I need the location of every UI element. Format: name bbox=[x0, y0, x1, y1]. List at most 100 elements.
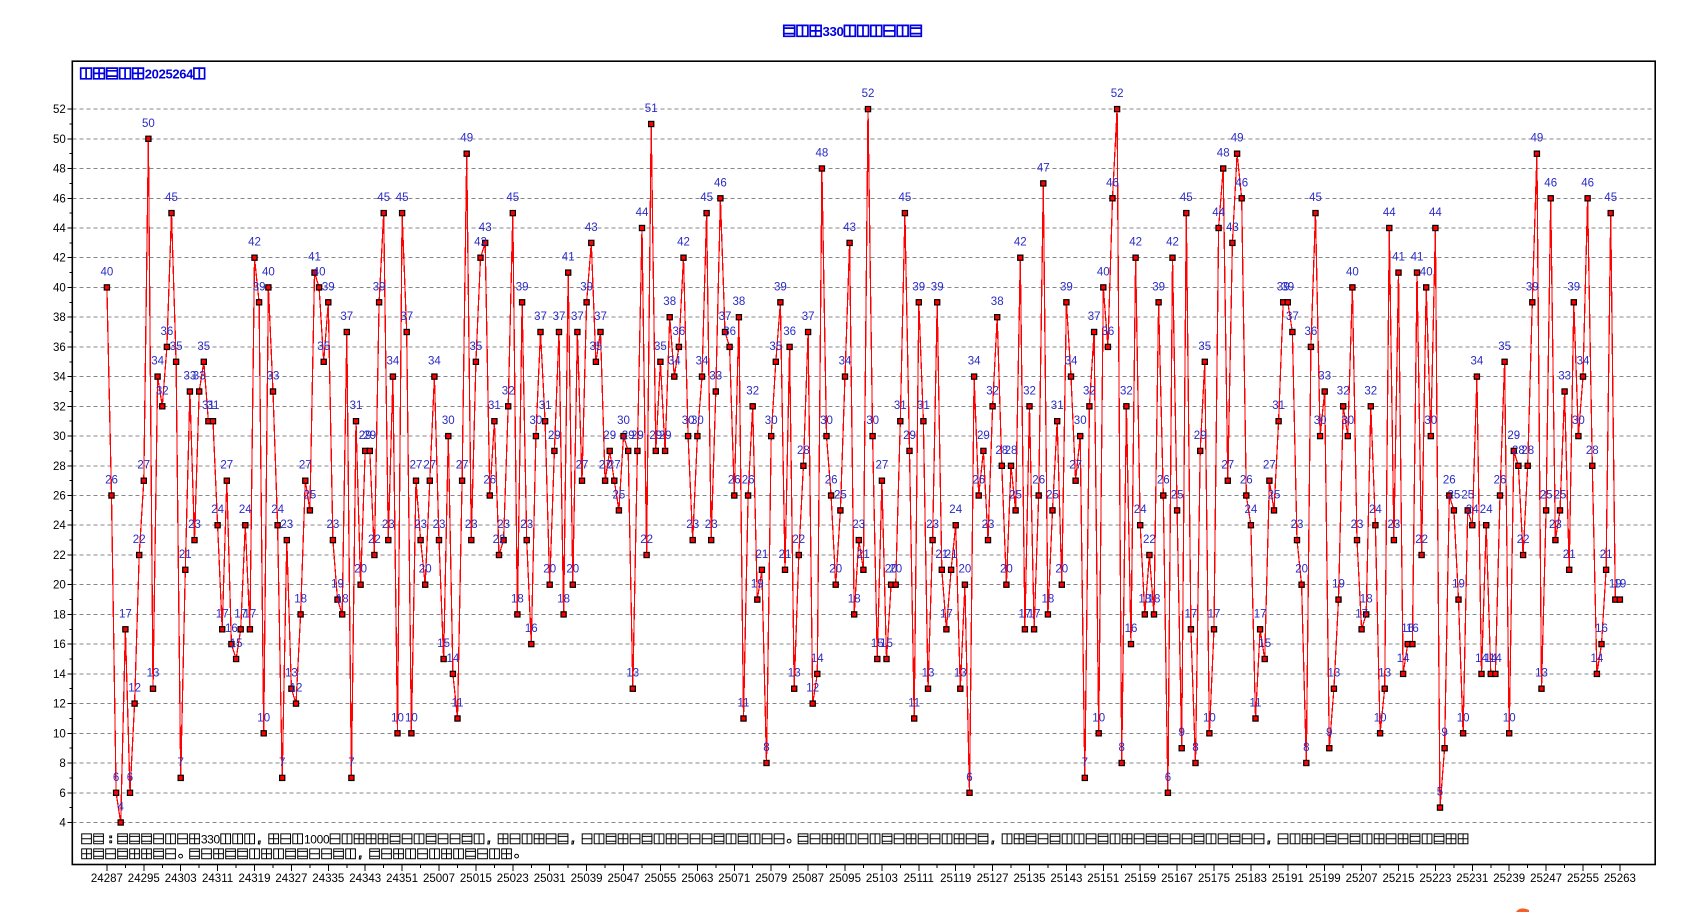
svg-text:13: 13 bbox=[1328, 668, 1341, 680]
svg-text:26: 26 bbox=[53, 491, 66, 503]
svg-text:39: 39 bbox=[774, 281, 787, 293]
svg-text:35: 35 bbox=[1198, 341, 1211, 353]
svg-text:20: 20 bbox=[1295, 564, 1308, 576]
svg-text:17: 17 bbox=[1254, 608, 1267, 620]
svg-text:12: 12 bbox=[128, 683, 141, 695]
svg-text:41: 41 bbox=[1411, 252, 1424, 264]
svg-text:37: 37 bbox=[802, 311, 815, 323]
svg-text:10: 10 bbox=[1092, 712, 1105, 724]
svg-text:31: 31 bbox=[207, 400, 220, 412]
svg-text:24303: 24303 bbox=[165, 873, 197, 885]
svg-text:28: 28 bbox=[1005, 445, 1018, 457]
svg-text:25039: 25039 bbox=[571, 873, 603, 885]
svg-text:4: 4 bbox=[59, 818, 66, 830]
svg-text:49: 49 bbox=[1231, 133, 1244, 145]
svg-text:24335: 24335 bbox=[312, 873, 344, 885]
svg-text:28: 28 bbox=[1586, 445, 1599, 457]
svg-text:2: 2 bbox=[172, 67, 179, 82]
svg-text:32: 32 bbox=[53, 401, 66, 413]
svg-text:46: 46 bbox=[53, 193, 66, 205]
svg-text:19: 19 bbox=[1332, 579, 1345, 591]
svg-text:21: 21 bbox=[1600, 549, 1613, 561]
svg-text:52: 52 bbox=[862, 88, 875, 100]
svg-text:21: 21 bbox=[779, 549, 792, 561]
svg-text:29: 29 bbox=[1507, 430, 1520, 442]
svg-text:23: 23 bbox=[188, 519, 201, 531]
svg-text:34: 34 bbox=[668, 356, 681, 368]
svg-text:25151: 25151 bbox=[1087, 873, 1119, 885]
svg-text:36: 36 bbox=[1102, 326, 1115, 338]
svg-text:25231: 25231 bbox=[1456, 873, 1488, 885]
svg-text:48: 48 bbox=[816, 148, 829, 160]
svg-text:20: 20 bbox=[885, 564, 898, 576]
svg-text:26: 26 bbox=[825, 475, 838, 487]
svg-text:26: 26 bbox=[972, 475, 985, 487]
svg-text:27: 27 bbox=[608, 460, 621, 472]
svg-text:11: 11 bbox=[1250, 698, 1262, 710]
svg-text:15: 15 bbox=[871, 638, 884, 650]
svg-text:32: 32 bbox=[1120, 385, 1133, 397]
svg-text:25255: 25255 bbox=[1567, 873, 1599, 885]
svg-text:23: 23 bbox=[497, 519, 510, 531]
svg-text:31: 31 bbox=[894, 400, 907, 412]
svg-text:22: 22 bbox=[1517, 534, 1530, 546]
svg-text:30: 30 bbox=[617, 415, 630, 427]
svg-text:32: 32 bbox=[1023, 385, 1036, 397]
svg-text:39: 39 bbox=[912, 281, 925, 293]
svg-text:30: 30 bbox=[1424, 415, 1437, 427]
svg-text:19: 19 bbox=[751, 579, 764, 591]
svg-text:2: 2 bbox=[145, 67, 152, 82]
svg-text:24311: 24311 bbox=[202, 873, 233, 885]
svg-text:34: 34 bbox=[428, 356, 441, 368]
svg-text:39: 39 bbox=[1281, 281, 1294, 293]
svg-text:37: 37 bbox=[534, 311, 547, 323]
svg-text:6: 6 bbox=[127, 772, 133, 784]
svg-text:36: 36 bbox=[783, 326, 796, 338]
svg-text:39: 39 bbox=[373, 281, 386, 293]
svg-text:25207: 25207 bbox=[1346, 873, 1378, 885]
svg-text:38: 38 bbox=[991, 296, 1004, 308]
svg-text:13: 13 bbox=[1378, 668, 1391, 680]
svg-text:44: 44 bbox=[1429, 207, 1442, 219]
svg-text:25: 25 bbox=[834, 489, 847, 501]
svg-text:37: 37 bbox=[571, 311, 584, 323]
svg-text:17: 17 bbox=[216, 608, 229, 620]
svg-text:31: 31 bbox=[1272, 400, 1285, 412]
svg-text:52: 52 bbox=[1111, 88, 1124, 100]
svg-text:15: 15 bbox=[437, 638, 450, 650]
svg-text:29: 29 bbox=[548, 430, 561, 442]
svg-text:44: 44 bbox=[1383, 207, 1396, 219]
svg-text:22: 22 bbox=[640, 534, 653, 546]
svg-text:20: 20 bbox=[829, 564, 842, 576]
svg-text:23: 23 bbox=[280, 519, 293, 531]
svg-text:7: 7 bbox=[348, 757, 354, 769]
svg-text:18: 18 bbox=[1042, 593, 1055, 605]
svg-text:6: 6 bbox=[179, 67, 186, 82]
svg-text:10: 10 bbox=[405, 712, 418, 724]
svg-text:50: 50 bbox=[142, 118, 155, 130]
svg-text:14: 14 bbox=[1484, 653, 1497, 665]
svg-text:20: 20 bbox=[543, 564, 556, 576]
svg-text:40: 40 bbox=[1346, 266, 1359, 278]
svg-text:25183: 25183 bbox=[1235, 873, 1267, 885]
svg-text:17: 17 bbox=[244, 608, 257, 620]
svg-text:6: 6 bbox=[966, 772, 972, 784]
svg-text:37: 37 bbox=[553, 311, 566, 323]
svg-text:25223: 25223 bbox=[1419, 873, 1451, 885]
svg-text:22: 22 bbox=[133, 534, 146, 546]
svg-text:40: 40 bbox=[53, 282, 66, 294]
svg-text:10: 10 bbox=[53, 728, 66, 740]
svg-text:22: 22 bbox=[493, 534, 506, 546]
svg-text:20: 20 bbox=[53, 580, 66, 592]
svg-text:40: 40 bbox=[313, 266, 326, 278]
svg-text:41: 41 bbox=[1392, 252, 1405, 264]
svg-text:22: 22 bbox=[1415, 534, 1428, 546]
svg-text:27: 27 bbox=[576, 460, 589, 472]
svg-text:25079: 25079 bbox=[755, 873, 787, 885]
svg-text:24: 24 bbox=[271, 504, 284, 516]
svg-text:35: 35 bbox=[170, 341, 183, 353]
svg-text:21: 21 bbox=[756, 549, 769, 561]
svg-text:45: 45 bbox=[377, 192, 390, 204]
svg-text:29: 29 bbox=[631, 430, 644, 442]
svg-text:26: 26 bbox=[1494, 475, 1507, 487]
